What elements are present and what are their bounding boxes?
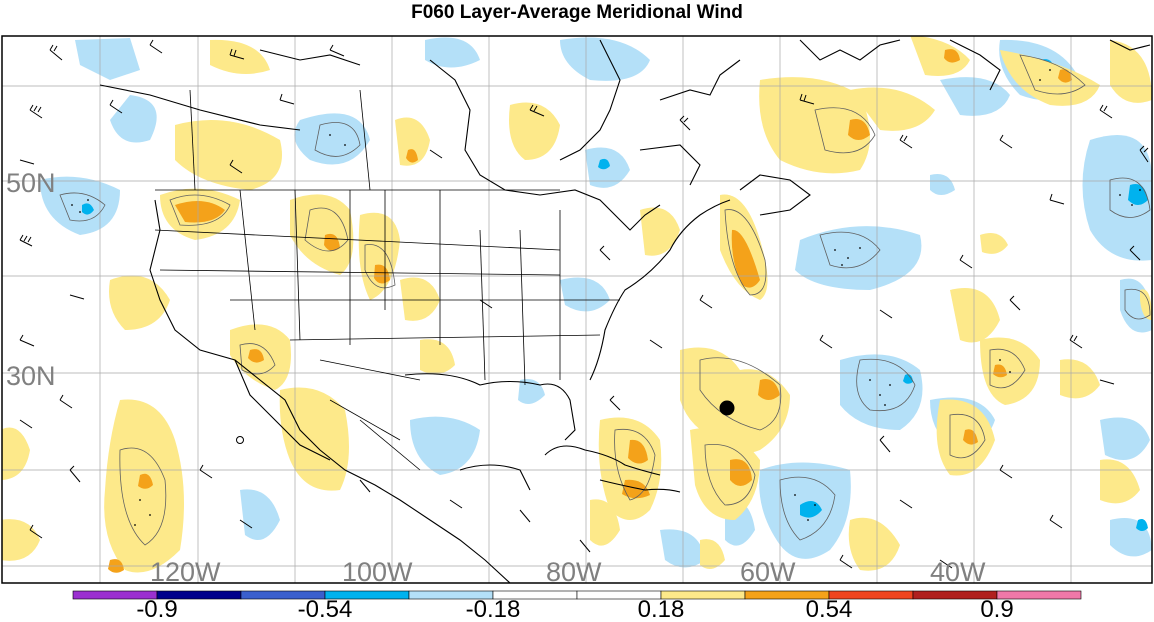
colorbar-tick-label: -0.54 [298, 596, 353, 622]
coastlines-and-borders [99, 39, 1151, 583]
colorbar-tick-labels: -0.9 -0.54 -0.18 0.18 0.54 0.9 [136, 596, 1013, 622]
wind-barbs [19, 39, 1149, 569]
strong-positive-shading [108, 49, 1072, 573]
colorbar-tick-label: 0.18 [638, 596, 685, 622]
colorbar-tick-label: -0.18 [466, 596, 521, 622]
lon-label-60w: 60W [740, 557, 796, 587]
colorbar-tick-label: 0.9 [980, 596, 1013, 622]
lon-label-80w: 80W [546, 557, 602, 587]
graticule [2, 36, 1152, 583]
state-lines [154, 89, 620, 471]
storm-center-marker [719, 400, 735, 416]
lon-label-40w: 40W [930, 557, 986, 587]
stippling [71, 69, 1141, 526]
colorbar-tick-label: -0.9 [136, 596, 177, 622]
lon-label-100w: 100W [342, 557, 413, 587]
lat-label-30n: 30N [6, 361, 56, 391]
lat-label-50n: 50N [6, 168, 56, 198]
map-title: F060 Layer-Average Meridional Wind [411, 2, 743, 23]
contours [59, 54, 1151, 546]
colorbar-segment [996, 590, 1082, 600]
colorbar [72, 590, 1082, 600]
positive-shading [2, 36, 1152, 573]
colorbar-tick-label: 0.54 [806, 596, 853, 622]
lon-label-120w: 120W [150, 557, 221, 587]
map-frame [1, 35, 1153, 584]
